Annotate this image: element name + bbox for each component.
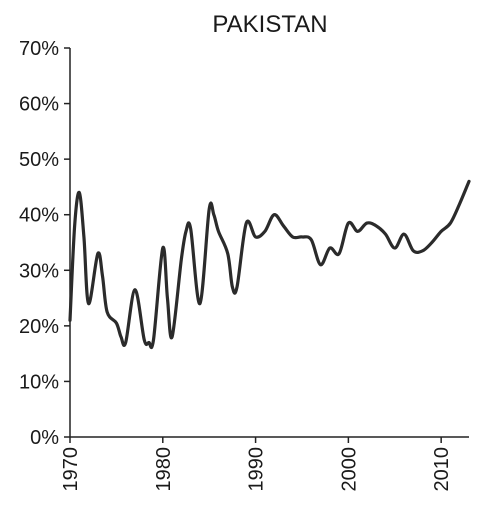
x-axis: 1970 1980 1990 2000 2010 (60, 437, 453, 492)
plot-frame (69, 48, 469, 438)
series-line (68, 179, 471, 350)
y-axis: 0% 10% 20% 30% 40% 50% 60% 70% (19, 38, 70, 449)
y-tick-label: 40% (19, 205, 59, 227)
y-tick-label: 70% (19, 38, 59, 60)
series-group (68, 179, 471, 350)
x-tick-label: 1980 (153, 447, 175, 492)
y-tick-label: 60% (19, 94, 59, 116)
x-tick-label: 2010 (431, 447, 453, 492)
y-tick-label: 30% (19, 260, 59, 282)
chart-title: PAKISTAN (212, 11, 327, 38)
x-tick-label: 1970 (60, 447, 82, 492)
y-tick-label: 10% (19, 371, 59, 393)
y-tick-label: 20% (19, 316, 59, 338)
y-tick-label: 50% (19, 149, 59, 171)
y-tick-label: 0% (30, 427, 59, 449)
x-tick-label: 2000 (338, 447, 360, 492)
x-tick-label: 1990 (246, 447, 268, 492)
